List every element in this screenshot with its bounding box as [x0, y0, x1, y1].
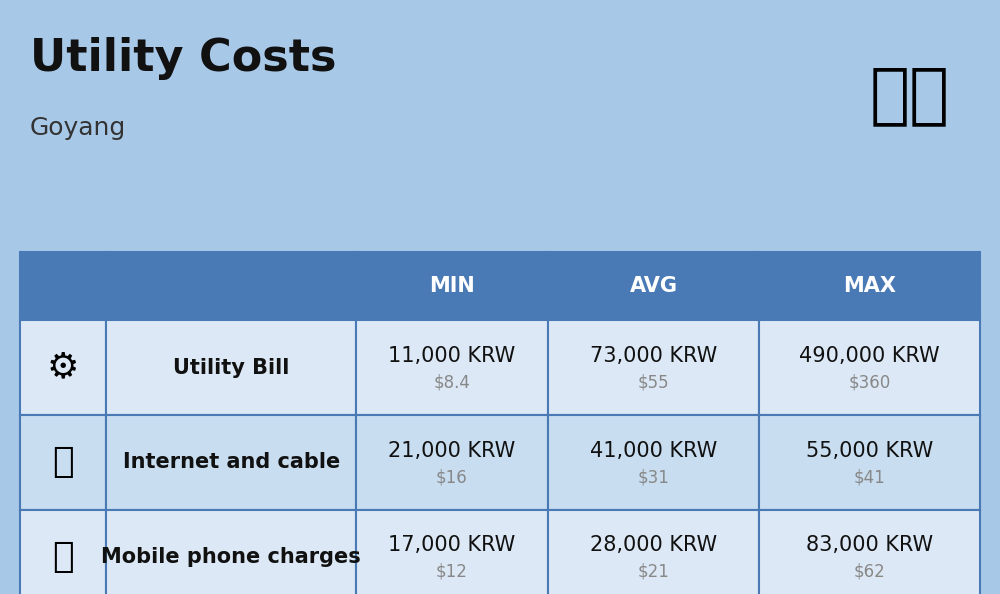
Text: $55: $55	[638, 374, 669, 391]
FancyBboxPatch shape	[20, 252, 106, 321]
Text: $8.4: $8.4	[434, 374, 470, 391]
Text: 73,000 KRW: 73,000 KRW	[590, 346, 717, 366]
FancyBboxPatch shape	[759, 321, 980, 415]
FancyBboxPatch shape	[106, 415, 356, 510]
FancyBboxPatch shape	[356, 510, 548, 594]
FancyBboxPatch shape	[548, 510, 759, 594]
FancyBboxPatch shape	[356, 415, 548, 510]
FancyBboxPatch shape	[106, 510, 356, 594]
Text: 83,000 KRW: 83,000 KRW	[806, 535, 933, 555]
FancyBboxPatch shape	[20, 415, 106, 510]
Text: $31: $31	[638, 468, 670, 486]
Text: AVG: AVG	[630, 276, 678, 296]
Text: 21,000 KRW: 21,000 KRW	[388, 441, 516, 461]
Text: Mobile phone charges: Mobile phone charges	[101, 547, 361, 567]
Text: Utility Costs: Utility Costs	[30, 37, 336, 80]
Text: Internet and cable: Internet and cable	[123, 453, 340, 472]
FancyBboxPatch shape	[20, 510, 106, 594]
Text: 41,000 KRW: 41,000 KRW	[590, 441, 717, 461]
FancyBboxPatch shape	[20, 321, 106, 415]
Text: Utility Bill: Utility Bill	[173, 358, 289, 378]
Text: $62: $62	[854, 563, 885, 580]
FancyBboxPatch shape	[548, 252, 759, 321]
Text: $16: $16	[436, 468, 468, 486]
Text: $41: $41	[854, 468, 885, 486]
Text: $360: $360	[848, 374, 891, 391]
FancyBboxPatch shape	[759, 415, 980, 510]
FancyBboxPatch shape	[106, 252, 356, 321]
FancyBboxPatch shape	[759, 252, 980, 321]
Text: 17,000 KRW: 17,000 KRW	[388, 535, 516, 555]
Text: 55,000 KRW: 55,000 KRW	[806, 441, 933, 461]
Text: 490,000 KRW: 490,000 KRW	[799, 346, 940, 366]
Text: 11,000 KRW: 11,000 KRW	[388, 346, 516, 366]
FancyBboxPatch shape	[759, 510, 980, 594]
FancyBboxPatch shape	[356, 321, 548, 415]
Text: Goyang: Goyang	[30, 116, 126, 140]
Text: MAX: MAX	[843, 276, 896, 296]
FancyBboxPatch shape	[356, 252, 548, 321]
FancyBboxPatch shape	[548, 415, 759, 510]
Text: 📶: 📶	[52, 446, 74, 479]
FancyBboxPatch shape	[548, 321, 759, 415]
Text: $21: $21	[638, 563, 670, 580]
Text: 🇰🇷: 🇰🇷	[870, 62, 950, 128]
Text: $12: $12	[436, 563, 468, 580]
FancyBboxPatch shape	[106, 321, 356, 415]
Text: ⚙️: ⚙️	[47, 351, 79, 385]
Text: 28,000 KRW: 28,000 KRW	[590, 535, 717, 555]
Text: MIN: MIN	[429, 276, 475, 296]
Text: 📱: 📱	[52, 540, 74, 574]
